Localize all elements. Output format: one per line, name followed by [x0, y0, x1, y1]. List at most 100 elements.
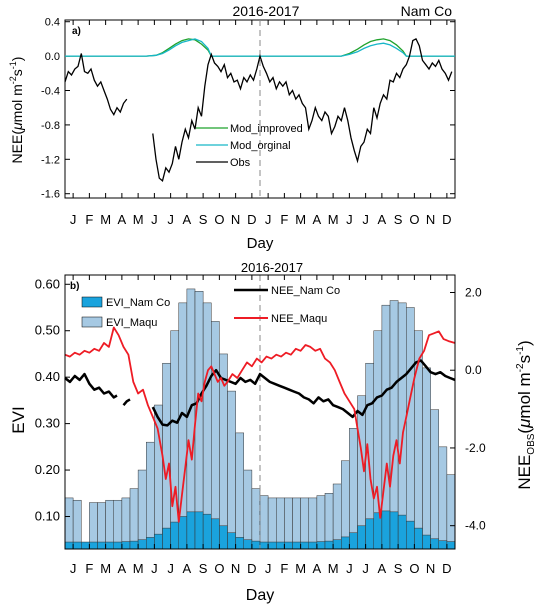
evi-maqu-bar — [430, 409, 439, 550]
evi-nam-co-bar — [64, 541, 74, 550]
panel-b-x-tick-label: J — [151, 561, 158, 576]
panel-a-x-tick-label: A — [183, 212, 192, 227]
panel-b-x-tick-label: O — [409, 561, 419, 576]
panel-b-legend-evi: EVI_Nam Co EVI_Maqu — [81, 296, 170, 329]
panel-a-x-tick-label: A — [313, 212, 322, 227]
evi-nam-co-bar — [105, 541, 114, 550]
panel-b-y-tick-label-left: 0.50 — [35, 323, 60, 338]
panel-b-label: b) — [70, 281, 79, 292]
evi-nam-co-bar — [357, 525, 366, 550]
panel-b-y-axis-label-right: NEEOBS(μmol m-2s-1) — [515, 340, 537, 489]
panel-b-x-tick-label: M — [295, 561, 306, 576]
panel-a-x-tick-label: J — [167, 212, 174, 227]
evi-maqu-bar — [162, 362, 171, 550]
evi-nam-co-bar — [292, 541, 301, 550]
panel-a-y-tick-label: -0.4 — [41, 86, 60, 98]
panel-a-x-tick-label: M — [100, 212, 111, 227]
panel-b-x-tick-label: N — [231, 561, 240, 576]
panel-b-y-ticks-left: 0.10 0.20 0.30 0.40 0.50 0.60 — [35, 276, 70, 523]
panel-b-x-tick-label: S — [394, 561, 403, 576]
panel-b-x-tick-label: D — [247, 561, 256, 576]
panel-b-lines — [64, 326, 456, 523]
panel-a-x-tick-label: F — [280, 212, 288, 227]
panel-a-x-tick-label: J — [70, 212, 77, 227]
evi-maqu-bar — [300, 497, 309, 550]
evi-maqu-bar — [186, 288, 196, 550]
evi-maqu-bar — [341, 460, 350, 550]
panel-a-y-tick-label: -1.2 — [41, 154, 60, 166]
evi-nam-co-bar — [162, 527, 171, 550]
panel-a-legend: Mod_improved Mod_orginal Obs — [196, 123, 303, 169]
panel-b-y-tick-label-left: 0.30 — [35, 416, 60, 431]
evi-nam-co-bar — [113, 541, 123, 550]
panel-b-x-tick-label: S — [199, 561, 208, 576]
evi-maqu-bar — [406, 307, 415, 550]
panel-b-y-tick-label-right: -2.0 — [465, 441, 486, 455]
evi-nam-co-bar — [397, 514, 407, 550]
evi-maqu-bar — [332, 483, 342, 550]
evi-nam-co-bar — [89, 541, 98, 550]
legend-label-evi-maqu: EVI_Maqu — [106, 317, 157, 329]
panel-a-series-obs — [64, 53, 128, 116]
evi-maqu-bar — [316, 495, 326, 550]
panel-a-x-tick-label: F — [85, 212, 93, 227]
evi-nam-co-bar — [438, 540, 448, 550]
panel-a-x-tick-label: M — [328, 212, 339, 227]
panel-a-x-tick-label: J — [362, 212, 369, 227]
panel-a-x-tick-label: N — [426, 212, 435, 227]
legend-label-evi-nam-co: EVI_Nam Co — [106, 297, 170, 309]
panel-a-x-tick-label: S — [394, 212, 403, 227]
panel-b-title: 2016-2017 — [241, 260, 303, 275]
evi-maqu-bar — [284, 497, 293, 550]
panel-b-y-tick-label-left: 0.40 — [35, 369, 60, 384]
panel-a-x-tick-label: A — [378, 212, 387, 227]
evi-maqu-bar — [446, 474, 456, 550]
evi-maqu-bar — [349, 428, 358, 550]
panel-b-y-tick-label-left: 0.20 — [35, 462, 60, 477]
panel-b-y-axis-label-left: EVI — [9, 406, 28, 433]
evi-maqu-bar — [211, 321, 220, 550]
panel-a-x-tick-label: M — [133, 212, 144, 227]
panel-a-x-tick-label: J — [346, 212, 353, 227]
panel-a-x-tick-label: S — [199, 212, 208, 227]
legend-label-mod-orginal: Mod_orginal — [230, 140, 291, 152]
evi-nam-co-bar — [267, 541, 277, 550]
panel-b-y-tick-label-right: -4.0 — [465, 519, 486, 533]
panel-a-y-axis-label: NEE(μmol m-2s-1) — [8, 57, 25, 164]
panel-b-x-axis-label: Day — [246, 587, 274, 604]
evi-maqu-bar — [105, 499, 114, 550]
evi-maqu-bar — [64, 497, 74, 550]
panel-a-y-tick-label: -0.8 — [41, 120, 60, 132]
evi-nam-co-bar — [308, 541, 318, 550]
panel-b-x-tick-label: A — [118, 561, 127, 576]
panel-a-x-tick-label: O — [214, 212, 224, 227]
evi-nam-co-bar — [154, 533, 163, 550]
evi-nam-co-bar — [219, 525, 228, 550]
legend-label-obs: Obs — [230, 157, 251, 169]
panel-b-y-tick-label-left: 0.10 — [35, 508, 60, 523]
panel-a-x-tick-label: M — [295, 212, 306, 227]
evi-nam-co-bar — [243, 539, 253, 550]
evi-maqu-bar — [251, 488, 261, 550]
panel-a-x-tick-label: N — [231, 212, 240, 227]
panel-b-y-tick-label-left: 0.60 — [35, 276, 60, 291]
panel-b-x-tick-label: A — [378, 561, 387, 576]
panel-a-x-tick-label: A — [118, 212, 127, 227]
panel-b-x-tick-label: M — [133, 561, 144, 576]
evi-nam-co-bar — [316, 541, 326, 550]
evi-maqu-bar — [259, 495, 269, 550]
legend-swatch-evi-maqu — [81, 316, 103, 328]
legend-label-nee-nam-co: NEE_Nam Co — [271, 285, 340, 297]
evi-maqu-bar — [129, 488, 139, 550]
evi-maqu-bar — [324, 493, 334, 550]
panel-b-line-nee-maqu — [64, 326, 456, 523]
evi-nam-co-bar — [430, 538, 439, 550]
evi-nam-co-bar — [446, 541, 456, 550]
panel-b-x-tick-label: D — [442, 561, 451, 576]
panel-b-x-tick-label: A — [313, 561, 322, 576]
panel-b-x-tick-label: J — [167, 561, 174, 576]
evi-nam-co-bar — [381, 510, 391, 550]
